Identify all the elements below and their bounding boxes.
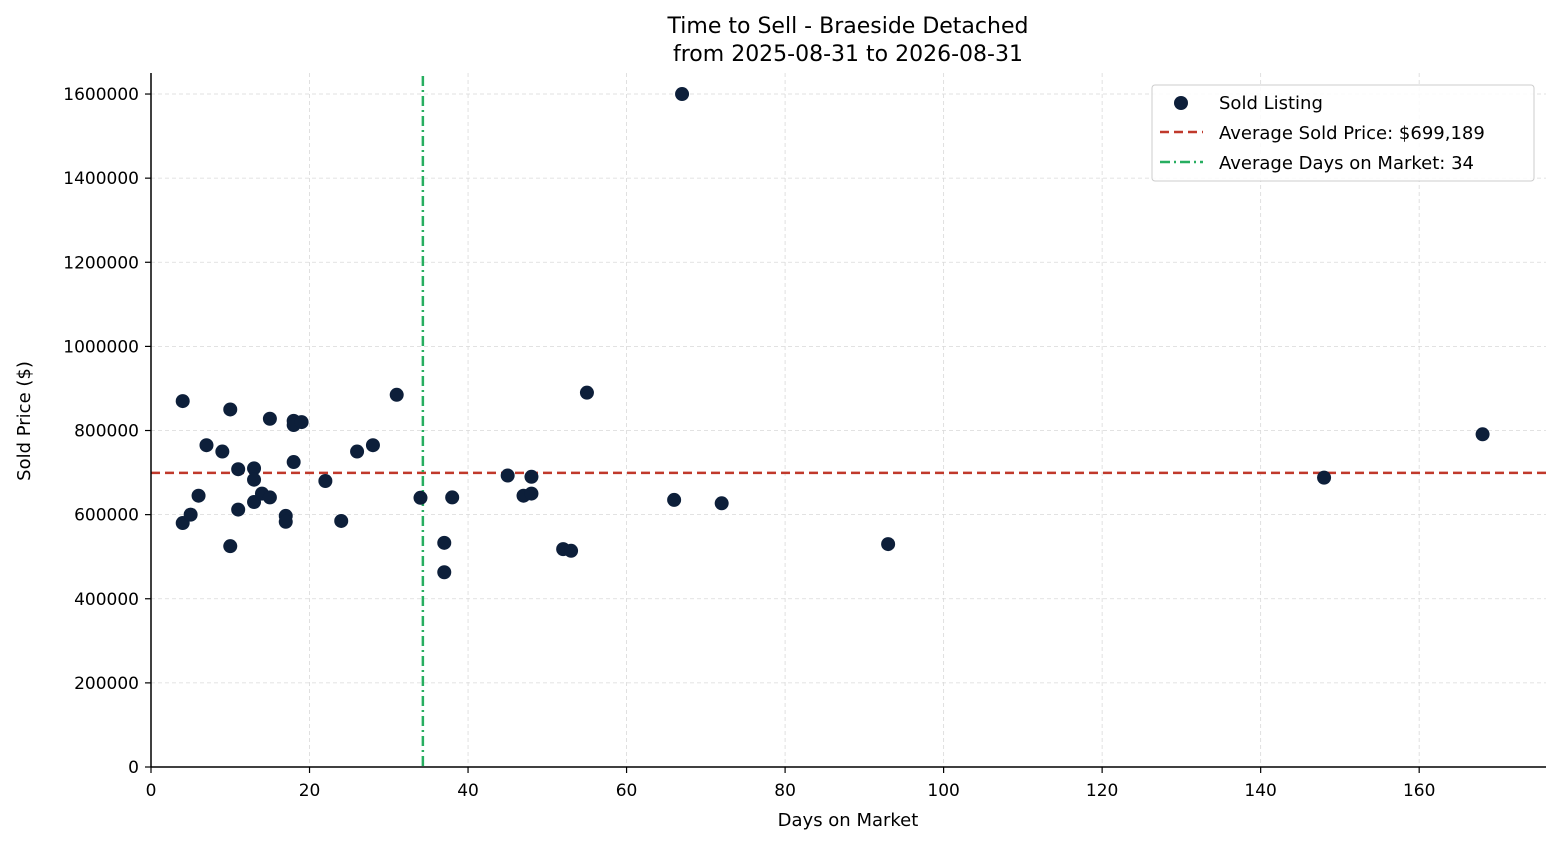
data-point <box>881 537 896 552</box>
data-point <box>1475 427 1490 442</box>
data-point <box>318 473 333 488</box>
legend: Sold Listing Average Sold Price: $699,18… <box>1151 84 1535 182</box>
x-tick-label: 120 <box>1086 781 1118 801</box>
chart-title: Time to Sell - Braeside Detached <box>667 14 1029 39</box>
x-tick-label: 20 <box>299 781 321 801</box>
data-point <box>247 461 262 476</box>
y-tick-label: 1000000 <box>63 337 139 357</box>
y-tick-label: 200000 <box>74 674 139 694</box>
data-point <box>199 438 214 453</box>
data-point <box>524 486 539 501</box>
legend-label-avg-price: Average Sold Price: $699,189 <box>1219 123 1485 144</box>
data-point <box>579 385 594 400</box>
legend-marker-sold-listing <box>1174 96 1188 110</box>
data-point <box>389 387 404 402</box>
y-tick-label: 0 <box>128 758 139 778</box>
y-tick-label: 600000 <box>74 506 139 526</box>
reference-lines <box>151 76 1546 767</box>
axes <box>145 73 1546 773</box>
data-point <box>191 488 206 503</box>
data-point <box>350 444 365 459</box>
chart-subtitle: from 2025-08-31 to 2026-08-31 <box>673 42 1023 67</box>
x-tick-label: 0 <box>146 781 157 801</box>
tick-labels: 0 20 40 60 80 100 120 140 160 0 200000 400000 600000… <box>63 85 1435 801</box>
legend-box <box>1151 84 1535 182</box>
data-point <box>365 438 380 453</box>
data-point <box>437 535 452 550</box>
data-point <box>286 455 301 470</box>
x-tick-label: 80 <box>774 781 796 801</box>
x-tick-label: 100 <box>927 781 959 801</box>
data-point <box>564 543 579 558</box>
data-point <box>675 87 690 102</box>
data-point <box>714 496 729 511</box>
data-point <box>223 402 238 417</box>
data-point <box>524 469 539 484</box>
legend-label-sold-listing: Sold Listing <box>1219 93 1323 114</box>
x-tick-label: 40 <box>457 781 479 801</box>
y-tick-label: 1400000 <box>63 169 139 189</box>
legend-label-avg-days: Average Days on Market: 34 <box>1219 153 1474 174</box>
y-tick-label: 1600000 <box>63 85 139 105</box>
data-point <box>183 507 198 522</box>
data-point <box>294 415 309 430</box>
data-point <box>231 502 246 517</box>
data-point <box>667 492 682 507</box>
data-point <box>247 472 262 487</box>
x-tick-label: 140 <box>1244 781 1276 801</box>
y-tick-label: 400000 <box>74 590 139 610</box>
y-axis-label: Sold Price ($) <box>14 361 35 481</box>
data-point <box>175 394 190 409</box>
data-point <box>223 539 238 554</box>
x-tick-label: 60 <box>616 781 638 801</box>
data-points <box>175 87 1490 580</box>
x-tick-label: 160 <box>1403 781 1435 801</box>
data-point <box>437 565 452 580</box>
x-axis-label: Days on Market <box>778 810 919 831</box>
data-point <box>500 468 515 483</box>
y-tick-label: 1200000 <box>63 253 139 273</box>
data-point <box>262 411 277 426</box>
data-point <box>215 444 230 459</box>
data-point <box>231 462 246 477</box>
data-point <box>278 514 293 529</box>
y-tick-label: 800000 <box>74 422 139 442</box>
data-point <box>262 490 277 505</box>
data-point <box>445 490 460 505</box>
data-point <box>1317 470 1332 485</box>
data-point <box>413 490 428 505</box>
data-point <box>334 513 349 528</box>
